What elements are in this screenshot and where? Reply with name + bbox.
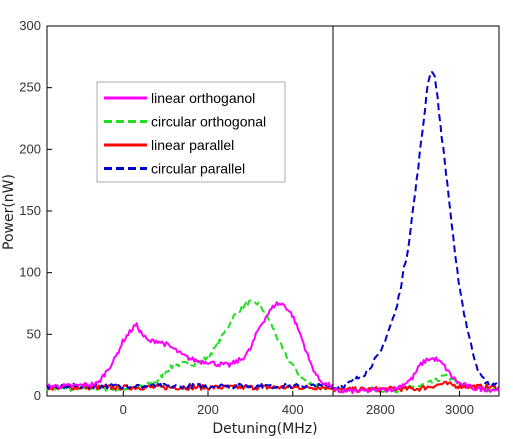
right-panel bbox=[332, 25, 500, 397]
left-panel bbox=[46, 25, 334, 397]
y-tick-label: 100 bbox=[19, 265, 41, 280]
series-1-line-panel-1 bbox=[47, 301, 334, 390]
series-4-line-panel-2 bbox=[332, 71, 500, 390]
series-4-line-panel-1 bbox=[46, 382, 334, 390]
x-tick-label: 0 bbox=[120, 402, 127, 417]
y-tick-label: 150 bbox=[19, 203, 41, 218]
x-axis-ticks: 0 200 400 2800 3000 bbox=[120, 391, 474, 417]
y-tick-label: 200 bbox=[19, 141, 41, 156]
x-tick-label: 3000 bbox=[445, 402, 474, 417]
y-axis-ticks: 0 50 100 150 200 250 300 bbox=[19, 18, 52, 403]
y-tick-label: 300 bbox=[19, 18, 41, 33]
legend-label-2: circular orthogonal bbox=[151, 114, 266, 130]
y-axis-label: Power(nW) bbox=[1, 174, 17, 250]
x-axis-label: Detuning(MHz) bbox=[212, 421, 317, 437]
y-tick-label: 250 bbox=[19, 80, 41, 95]
legend: linear orthoganol circular orthogonal line… bbox=[96, 81, 286, 183]
x-tick-label: 200 bbox=[197, 402, 219, 417]
x-tick-label: 400 bbox=[282, 402, 304, 417]
legend-items: linear orthoganol circular orthogonal line… bbox=[104, 90, 266, 177]
legend-label-4: circular parallel bbox=[151, 161, 245, 177]
y-tick-label: 0 bbox=[34, 388, 41, 403]
panel-frame-1 bbox=[46, 25, 334, 397]
legend-label-1: linear orthoganol bbox=[151, 90, 255, 106]
series-2-line-panel-1 bbox=[46, 299, 334, 392]
x-tick-label: 2800 bbox=[366, 402, 395, 417]
legend-label-3: linear parallel bbox=[151, 137, 234, 153]
y-tick-label: 50 bbox=[27, 326, 41, 341]
series-1-line-panel-2 bbox=[332, 356, 500, 395]
panel-frame-2 bbox=[332, 25, 500, 397]
